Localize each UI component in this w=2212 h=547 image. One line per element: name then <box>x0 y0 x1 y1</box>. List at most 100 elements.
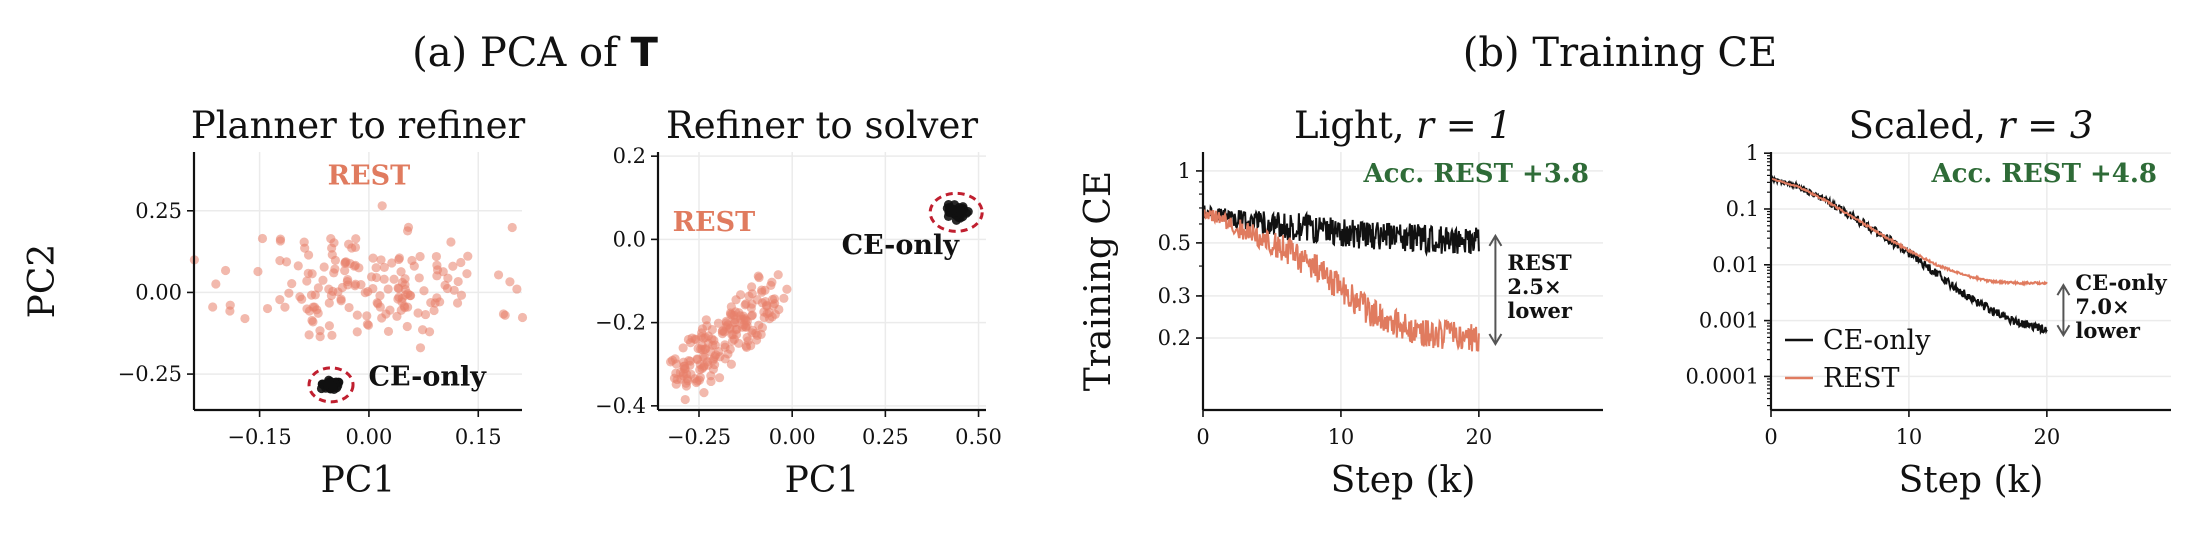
scatter-point-0 <box>377 313 387 323</box>
scatter-point-0 <box>211 279 221 289</box>
scatter-point-0 <box>354 263 364 273</box>
scatter-point-0 <box>371 263 381 273</box>
chart-panel-3: 0 10 20 1 0.1 0.01 0.001 0.0001 Scaled, r = 3 Ste… <box>1686 104 2171 501</box>
scatter-point-0 <box>767 294 778 305</box>
y-tick-label: 0.2 <box>613 144 646 168</box>
legend-label-1: REST <box>1823 363 1900 394</box>
scatter-point-0 <box>275 256 285 266</box>
scatter-point-0 <box>697 324 708 334</box>
x-tick-label: 0 <box>1764 425 1777 449</box>
annotation-1: CE-only <box>842 230 961 261</box>
y-tick-label: 0.2 <box>1158 326 1191 350</box>
scatter-point-0 <box>340 266 350 276</box>
scatter-point-0 <box>225 306 235 316</box>
scatter-point-0 <box>420 309 431 320</box>
x-axis-label: PC1 <box>321 460 396 501</box>
scatter-point-0 <box>360 288 370 298</box>
scatter-point-0 <box>419 286 429 296</box>
panel-title: Planner to refiner <box>191 104 526 147</box>
scatter-point-0 <box>417 325 428 335</box>
gap-arrow-head-top <box>1488 233 1503 247</box>
panel-title: Scaled, r = 3 <box>1849 104 2094 147</box>
scatter-point-0 <box>396 267 406 277</box>
scatter-point-0 <box>686 369 696 379</box>
scatter-point-0 <box>362 311 372 321</box>
y-tick-label: 1 <box>1746 141 1759 165</box>
scatter-point-0 <box>324 321 334 331</box>
accuracy-note: Acc. REST +3.8 <box>1362 159 1589 189</box>
annotation-1: CE-only <box>369 362 488 393</box>
scatter-point-0 <box>275 295 285 305</box>
scatter-point-0 <box>767 277 777 287</box>
scatter-point-0 <box>726 359 736 369</box>
scatter-point-0 <box>327 330 337 340</box>
scatter-point-0 <box>307 269 317 279</box>
scatter-point-0 <box>257 233 268 244</box>
scatter-point-0 <box>345 258 355 269</box>
chart-panel-0: −0.15 0.00 0.15 −0.25 0.00 0.25 Planner to ref… <box>22 104 528 501</box>
gap-label-line: 7.0× <box>2075 294 2129 319</box>
panel-title-text: Light, <box>1294 104 1416 147</box>
scatter-point-0 <box>683 334 694 345</box>
scatter-point-0 <box>366 272 377 282</box>
scatter-point-0 <box>432 265 443 275</box>
scatter-point-0 <box>773 270 783 280</box>
scatter-point-0 <box>440 280 450 290</box>
supertitle-a-symbol: T <box>631 30 659 76</box>
scatter-point-0 <box>452 298 463 308</box>
scatter-point-0 <box>671 368 681 378</box>
scatter-point-0 <box>396 305 406 315</box>
scatter-point-0 <box>377 201 387 211</box>
x-tick-label: 0.25 <box>862 425 909 449</box>
supertitle-b: (b) Training CE <box>1463 30 1777 76</box>
scatter-point-0 <box>394 254 404 265</box>
scatter-point-0 <box>303 250 314 260</box>
scatter-point-0 <box>415 251 425 262</box>
scatter-point-0 <box>409 261 419 271</box>
scatter-point-0 <box>393 283 403 293</box>
scatter-point-0 <box>734 338 744 348</box>
scatter-point-0 <box>708 340 718 351</box>
scatter-point-0 <box>500 310 510 320</box>
scatter-point-0 <box>747 299 757 309</box>
series-line-CE-only <box>1202 204 1480 257</box>
series-line-REST <box>1770 177 2048 287</box>
scatter-point-0 <box>448 261 458 271</box>
x-tick-label: 0.00 <box>346 425 393 449</box>
scatter-point-0 <box>774 304 784 315</box>
scatter-point-0 <box>262 303 273 314</box>
scatter-point-0 <box>293 261 303 271</box>
y-axis-label: Training CE <box>1078 171 1119 391</box>
scatter-point-0 <box>356 280 366 290</box>
scatter-point-0 <box>456 290 467 300</box>
scatter-point-0 <box>284 288 294 298</box>
y-tick-label: 0.25 <box>135 199 182 223</box>
gap-arrow-head-bottom <box>2056 324 2071 338</box>
scatter-point-0 <box>446 237 456 247</box>
scatter-point-0 <box>208 302 218 312</box>
scatter-point-0 <box>493 270 504 280</box>
scatter-point-0 <box>740 313 750 324</box>
scatter-point-0 <box>379 262 389 272</box>
scatter-point-1 <box>943 211 954 222</box>
scatter-point-0 <box>443 273 453 283</box>
scatter-point-0 <box>721 316 731 327</box>
scatter-point-0 <box>299 237 309 247</box>
gap-arrow-head-top <box>2056 283 2071 296</box>
scatter-point-0 <box>671 359 682 369</box>
scatter-point-0 <box>383 284 393 294</box>
scatter-point-0 <box>336 294 346 304</box>
scatter-point-1 <box>955 206 966 216</box>
scatter-point-0 <box>387 258 397 268</box>
scatter-point-0 <box>762 300 772 310</box>
scatter-point-0 <box>310 290 320 300</box>
scatter-point-0 <box>435 297 445 307</box>
scatter-point-1 <box>944 202 955 212</box>
scatter-point-0 <box>754 272 764 283</box>
scatter-point-0 <box>397 293 407 303</box>
scatter-point-0 <box>431 251 442 262</box>
scatter-point-0 <box>754 320 764 330</box>
scatter-point-0 <box>517 312 528 323</box>
scatter-point-0 <box>402 321 412 332</box>
scatter-point-0 <box>351 234 361 244</box>
